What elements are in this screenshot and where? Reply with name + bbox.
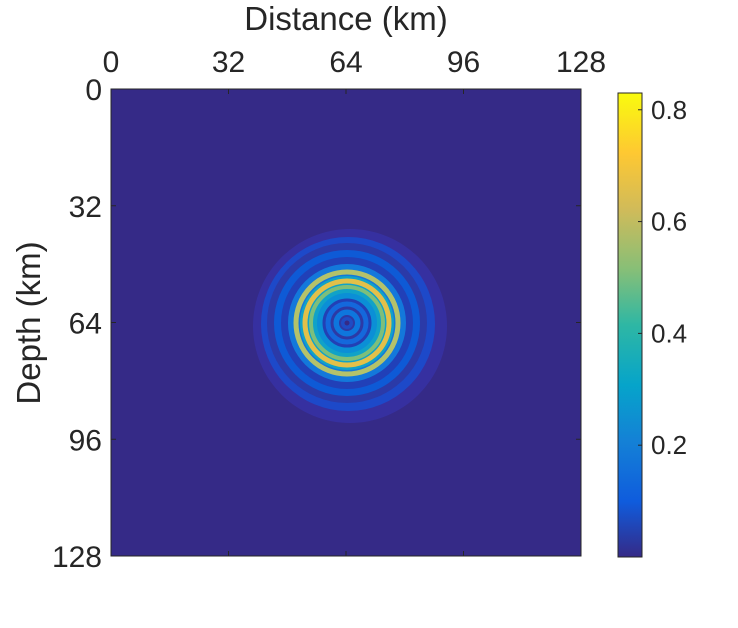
x-tick-label: 96 bbox=[447, 46, 480, 79]
y-axis-label: Depth (km) bbox=[10, 241, 47, 404]
x-tick-label: 32 bbox=[212, 46, 245, 79]
colorbar bbox=[617, 92, 643, 558]
y-tick-label: 64 bbox=[69, 308, 102, 341]
ring-bright-outer bbox=[293, 269, 401, 377]
colorbar-tick-label: 0.2 bbox=[651, 430, 687, 460]
x-tick-label: 128 bbox=[556, 46, 606, 79]
y-tick-label: 0 bbox=[85, 74, 102, 107]
x-tick-label: 0 bbox=[103, 46, 120, 79]
ring-bright-yellow bbox=[302, 278, 392, 368]
colorbar-tick-label: 0.6 bbox=[651, 207, 687, 237]
colorbar-tick-label: 0.8 bbox=[651, 95, 687, 125]
x-axis-label: Distance (km) bbox=[244, 0, 448, 37]
x-axis-ticks: 0 32 64 96 128 bbox=[103, 46, 606, 556]
ring-center bbox=[344, 320, 350, 326]
x-tick-label: 64 bbox=[329, 46, 362, 79]
ring-bright-green bbox=[309, 285, 385, 361]
colorbar-tick-label: 0.4 bbox=[651, 318, 687, 348]
y-tick-label: 128 bbox=[52, 541, 102, 574]
colorbar-ticks: 0.2 0.4 0.6 0.8 bbox=[638, 95, 687, 460]
y-axis-ticks: 0 32 64 96 128 bbox=[52, 74, 581, 574]
y-tick-label: 32 bbox=[69, 191, 102, 224]
wavefield-rings bbox=[253, 229, 447, 423]
y-tick-label: 96 bbox=[69, 424, 102, 457]
